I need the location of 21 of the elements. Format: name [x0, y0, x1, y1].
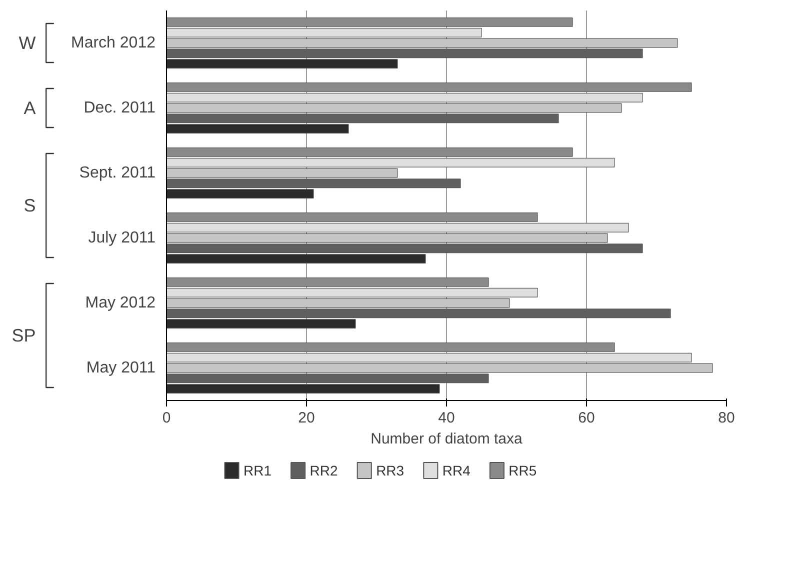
legend-label: RR1 [243, 462, 272, 478]
x-tick-label: 40 [438, 410, 455, 426]
text: W [18, 33, 36, 53]
y-tick-label: Dec. 2011 [84, 100, 156, 116]
x-axis-title: Number of diatom taxa [370, 430, 524, 448]
legend-label: RR3 [376, 462, 404, 478]
x-tick-label: 20 [298, 410, 315, 426]
legend-label: RR4 [442, 462, 471, 478]
legend-label: RR2 [310, 462, 338, 478]
text: SP [12, 326, 36, 346]
text: A [24, 98, 36, 118]
y-tick-label: Sept. 2011 [79, 164, 156, 182]
y-tick-label: May 2012 [85, 294, 156, 312]
y-tick-label: July 2011 [88, 230, 156, 246]
y-tick-label: March 2012 [71, 34, 156, 52]
x-tick-label: 0 [162, 410, 171, 426]
text: S [24, 196, 36, 216]
x-tick-label: 80 [718, 410, 735, 426]
legend-label: RR5 [508, 462, 537, 478]
x-tick-label: 60 [578, 410, 595, 426]
y-tick-label: May 2011 [86, 360, 156, 376]
